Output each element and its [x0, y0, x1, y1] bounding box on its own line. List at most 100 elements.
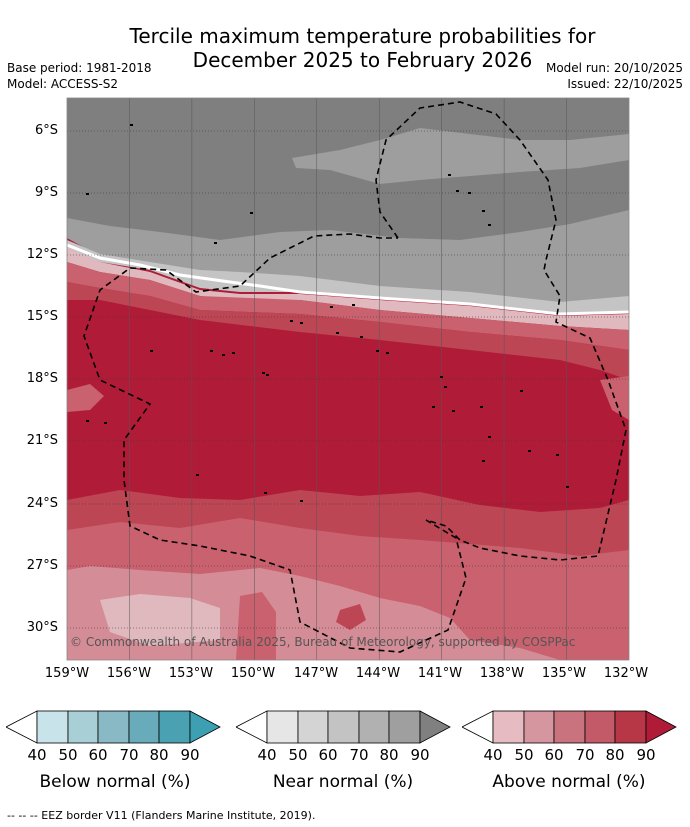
- cbar-tick: 70: [349, 746, 369, 764]
- cbar-arrow-low: [462, 710, 494, 744]
- island-marker: [376, 350, 379, 352]
- above-normal-colorbar: [462, 710, 677, 744]
- island-marker: [468, 192, 471, 194]
- lon-label: 144°W: [355, 666, 401, 681]
- island-marker: [330, 306, 333, 308]
- island-marker: [360, 336, 363, 338]
- island-marker: [352, 304, 355, 306]
- island-marker: [440, 376, 443, 378]
- lon-label: 153°W: [168, 666, 214, 681]
- title-line-1: Tercile maximum temperature probabilitie…: [129, 24, 596, 48]
- island-marker: [456, 190, 459, 192]
- cbar-segment: [297, 710, 329, 744]
- island-marker: [566, 486, 569, 488]
- island-marker: [482, 210, 485, 212]
- copyright-notice: © Commonwealth of Australia 2025, Bureau…: [70, 635, 576, 649]
- island-marker: [448, 174, 451, 176]
- island-marker: [290, 320, 293, 322]
- island-marker: [262, 372, 265, 374]
- metadata-left: Base period: 1981-2018 Model: ACCESS-S2: [7, 60, 152, 92]
- lon-label: 141°W: [417, 666, 463, 681]
- island-marker: [214, 242, 217, 244]
- cbar-tick: 40: [27, 746, 47, 764]
- eez-border: [83, 101, 627, 653]
- map-title: Tercile maximum temperature probabilitie…: [60, 24, 665, 72]
- cbar-tick: 50: [288, 746, 308, 764]
- cbar-segment: [492, 710, 525, 744]
- cbar-tick: 40: [483, 746, 503, 764]
- lat-label: 30°S: [26, 620, 58, 635]
- cbar-segment: [67, 710, 99, 744]
- issued-date: Issued: 22/10/2025: [567, 77, 683, 91]
- cbar-tick: 80: [605, 746, 625, 764]
- cbar-tick: 90: [410, 746, 430, 764]
- cbar-segment: [553, 710, 586, 744]
- cbar-segment: [36, 710, 69, 744]
- above-60-70-south-patch: [236, 592, 276, 660]
- below-normal-label: Below normal (%): [39, 772, 191, 792]
- cbar-arrow-high: [419, 710, 451, 744]
- cbar-tick: 40: [257, 746, 277, 764]
- lon-label: 156°W: [106, 666, 152, 681]
- island-marker: [482, 460, 485, 462]
- title-line-2: December 2025 to February 2026: [192, 48, 533, 72]
- lat-label: 9°S: [34, 185, 58, 200]
- lat-label: 21°S: [26, 433, 58, 448]
- island-marker: [130, 124, 133, 126]
- cbar-tick: 50: [514, 746, 534, 764]
- island-marker: [480, 406, 483, 408]
- cbar-segment: [614, 710, 647, 744]
- cbar-tick: 80: [379, 746, 399, 764]
- island-marker: [196, 474, 199, 476]
- island-marker: [210, 350, 213, 352]
- lat-label: 15°S: [26, 309, 58, 324]
- near-normal-colorbar: [236, 710, 451, 744]
- island-marker: [86, 193, 89, 195]
- above-normal-label: Above normal (%): [492, 772, 646, 792]
- lat-label: 12°S: [26, 247, 58, 262]
- above-60-70-band: [67, 262, 629, 350]
- metadata-right: Model run: 20/10/2025 Issued: 22/10/2025: [546, 60, 683, 92]
- island-marker: [488, 436, 491, 438]
- cbar-tick: 50: [58, 746, 78, 764]
- near-normal-50-60-region: [67, 210, 629, 312]
- cbar-tick: 70: [119, 746, 139, 764]
- cbar-tick: 90: [180, 746, 200, 764]
- cbar-tick: 80: [149, 746, 169, 764]
- island-marker: [528, 450, 531, 452]
- cbar-tick: 90: [636, 746, 656, 764]
- island-marker: [336, 332, 339, 334]
- above-40-50-strip: [67, 248, 629, 330]
- island-marker: [266, 374, 269, 376]
- map-grid: [67, 98, 629, 660]
- cbar-tick: 60: [88, 746, 108, 764]
- lat-label: 24°S: [26, 496, 58, 511]
- lon-label: 147°W: [293, 666, 339, 681]
- cbar-segment: [327, 710, 360, 744]
- cbar-tick: 60: [544, 746, 564, 764]
- above-70-80-band: [67, 282, 629, 380]
- cbar-segment: [128, 710, 160, 744]
- island-marker: [520, 390, 523, 392]
- cbar-arrow-high: [645, 710, 677, 744]
- cbar-segment: [158, 710, 191, 744]
- island-marker: [250, 212, 253, 214]
- lon-label: 132°W: [603, 666, 649, 681]
- cbar-segment: [584, 710, 616, 744]
- near-normal-label: Near normal (%): [272, 772, 414, 792]
- eez-legend-footnote: -- -- -- EEZ border V11 (Flanders Marine…: [7, 809, 316, 822]
- island-marker: [104, 422, 107, 424]
- cbar-segment: [358, 710, 390, 744]
- map-frame: [66, 97, 630, 661]
- island-marker: [432, 406, 435, 408]
- model-name: Model: ACCESS-S2: [7, 77, 119, 91]
- below-normal-colorbar: [6, 710, 221, 744]
- cbar-arrow-low: [236, 710, 268, 744]
- lat-label: 27°S: [26, 558, 58, 573]
- near-normal-50-60-patch: [292, 128, 629, 184]
- cbar-segment: [523, 710, 555, 744]
- near-above-boundary: [67, 243, 629, 316]
- island-marker: [232, 352, 235, 354]
- above-70-80-small-patch: [336, 604, 366, 630]
